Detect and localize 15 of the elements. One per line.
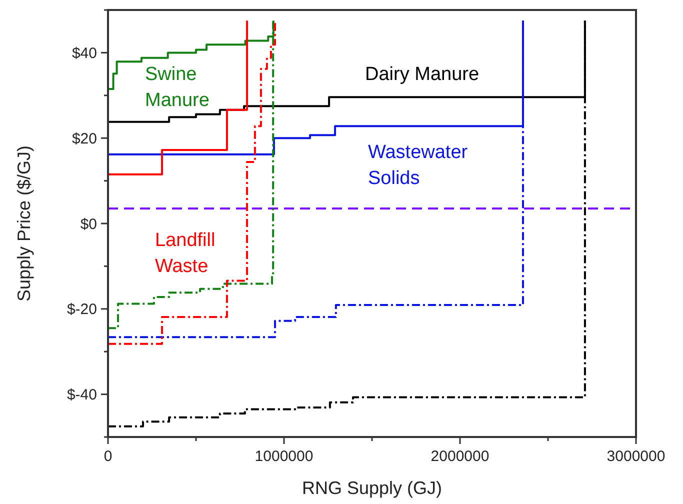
y-tick-label: $40: [72, 44, 97, 62]
x-tick-label: 0: [104, 448, 112, 465]
y-tick-label: $0: [80, 216, 97, 233]
y-tick-label: $-40: [66, 386, 97, 404]
x-tick-label: 2000000: [430, 448, 490, 465]
x-tick-label: 1000000: [254, 448, 314, 465]
y-tick-label: $-20: [66, 301, 97, 318]
text: Landfill Waste: [155, 230, 216, 277]
series-label: Swine Manure: [145, 64, 210, 111]
x-axis-title: RNG Supply (GJ): [302, 478, 442, 498]
y-tick-label: $20: [72, 130, 97, 148]
y-axis-title: Supply Price ($/GJ): [14, 145, 34, 302]
series-label: Wastewater Solids: [368, 142, 468, 189]
series-label: Dairy Manure: [365, 64, 480, 85]
x-tick-label: 3000000: [606, 448, 666, 465]
